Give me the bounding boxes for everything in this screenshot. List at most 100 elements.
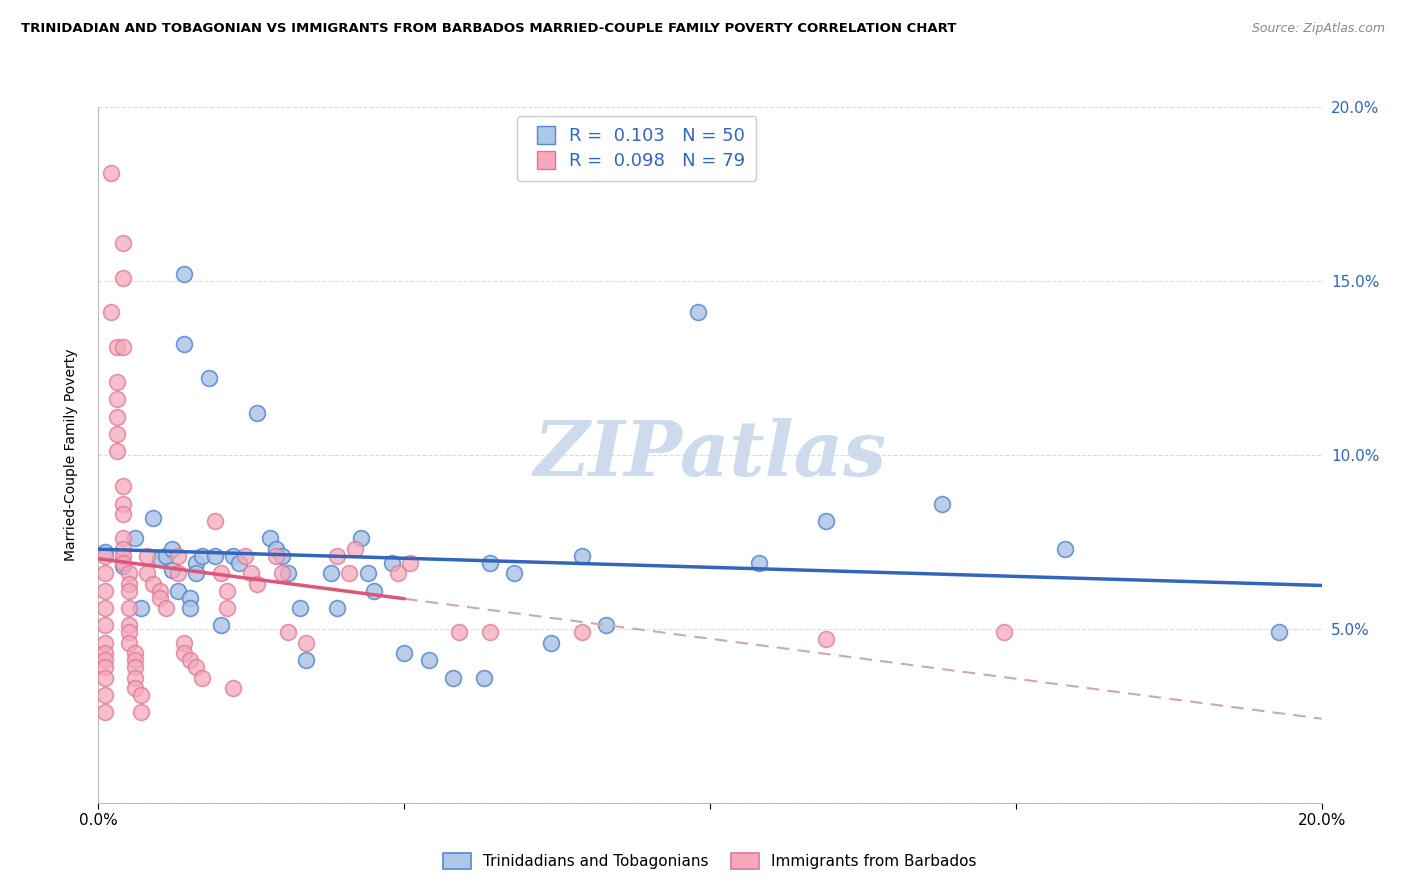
- Point: [111, 235, 134, 250]
- Point: [277, 566, 299, 581]
- Point: [191, 671, 214, 685]
- Point: [595, 618, 617, 632]
- Point: [931, 497, 953, 511]
- Point: [204, 514, 226, 528]
- Point: [392, 646, 416, 660]
- Point: [129, 601, 152, 615]
- Point: [540, 636, 562, 650]
- Point: [222, 549, 245, 563]
- Point: [290, 601, 312, 615]
- Text: TRINIDADIAN AND TOBAGONIAN VS IMMIGRANTS FROM BARBADOS MARRIED-COUPLE FAMILY POV: TRINIDADIAN AND TOBAGONIAN VS IMMIGRANTS…: [21, 22, 956, 36]
- Point: [111, 559, 134, 574]
- Point: [111, 270, 134, 285]
- Point: [295, 636, 318, 650]
- Point: [100, 166, 122, 180]
- Point: [142, 510, 165, 524]
- Point: [105, 340, 128, 354]
- Point: [179, 591, 201, 605]
- Legend: Trinidadians and Tobagonians, Immigrants from Barbados: Trinidadians and Tobagonians, Immigrants…: [437, 847, 983, 875]
- Point: [93, 636, 115, 650]
- Point: [124, 532, 146, 546]
- Point: [240, 566, 263, 581]
- Point: [118, 618, 141, 632]
- Point: [118, 576, 141, 591]
- Point: [350, 532, 373, 546]
- Point: [93, 583, 115, 598]
- Text: Source: ZipAtlas.com: Source: ZipAtlas.com: [1251, 22, 1385, 36]
- Point: [93, 706, 115, 720]
- Point: [93, 601, 115, 615]
- Point: [418, 653, 440, 667]
- Point: [319, 566, 342, 581]
- Point: [748, 556, 770, 570]
- Point: [118, 625, 141, 640]
- Point: [270, 566, 292, 581]
- Point: [173, 336, 195, 351]
- Point: [111, 340, 134, 354]
- Point: [167, 549, 190, 563]
- Point: [222, 681, 245, 695]
- Point: [129, 706, 152, 720]
- Point: [118, 601, 141, 615]
- Point: [215, 601, 238, 615]
- Point: [503, 566, 526, 581]
- Point: [149, 583, 172, 598]
- Point: [1268, 625, 1291, 640]
- Point: [173, 646, 195, 660]
- Y-axis label: Married-Couple Family Poverty: Married-Couple Family Poverty: [63, 349, 77, 561]
- Point: [686, 305, 709, 319]
- Point: [815, 632, 838, 647]
- Point: [337, 566, 360, 581]
- Point: [209, 566, 232, 581]
- Point: [295, 653, 318, 667]
- Point: [124, 653, 146, 667]
- Point: [197, 371, 219, 385]
- Point: [441, 671, 464, 685]
- Point: [149, 552, 172, 566]
- Point: [149, 591, 172, 605]
- Point: [167, 583, 190, 598]
- Point: [124, 681, 146, 695]
- Point: [105, 427, 128, 442]
- Point: [344, 541, 367, 556]
- Point: [204, 549, 226, 563]
- Point: [387, 566, 409, 581]
- Point: [136, 566, 159, 581]
- Point: [571, 549, 593, 563]
- Point: [93, 653, 115, 667]
- Point: [93, 646, 115, 660]
- Point: [124, 671, 146, 685]
- Text: ZIPatlas: ZIPatlas: [533, 418, 887, 491]
- Point: [173, 636, 195, 650]
- Point: [93, 660, 115, 674]
- Point: [118, 636, 141, 650]
- Point: [93, 618, 115, 632]
- Point: [186, 556, 208, 570]
- Point: [270, 549, 292, 563]
- Point: [815, 514, 838, 528]
- Point: [259, 532, 281, 546]
- Point: [111, 532, 134, 546]
- Point: [111, 497, 134, 511]
- Point: [993, 625, 1015, 640]
- Point: [209, 618, 232, 632]
- Point: [326, 601, 349, 615]
- Point: [118, 583, 141, 598]
- Point: [100, 305, 122, 319]
- Point: [111, 507, 134, 521]
- Point: [277, 625, 299, 640]
- Point: [191, 549, 214, 563]
- Point: [93, 566, 115, 581]
- Point: [142, 576, 165, 591]
- Point: [136, 549, 159, 563]
- Point: [215, 583, 238, 598]
- Point: [155, 549, 177, 563]
- Point: [167, 566, 190, 581]
- Point: [264, 549, 287, 563]
- Point: [93, 688, 115, 702]
- Point: [326, 549, 349, 563]
- Point: [160, 563, 183, 577]
- Point: [105, 444, 128, 458]
- Point: [478, 556, 501, 570]
- Point: [472, 671, 495, 685]
